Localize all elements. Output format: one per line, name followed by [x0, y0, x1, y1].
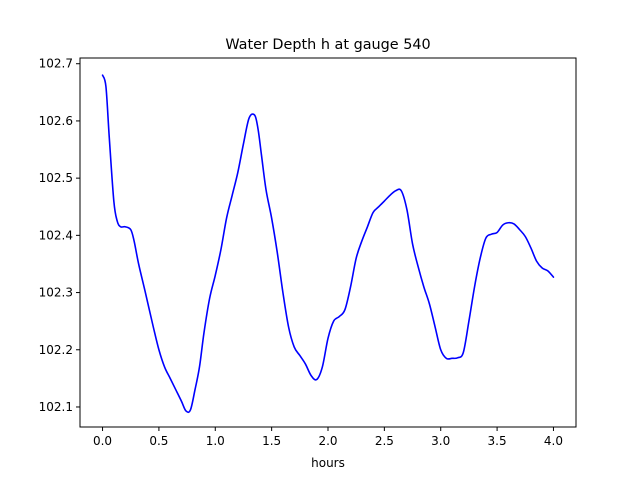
x-tick-label: 2.5: [375, 434, 394, 448]
y-tick-label: 102.2: [39, 343, 73, 357]
x-tick-label: 3.0: [431, 434, 450, 448]
y-tick-label: 102.5: [39, 171, 73, 185]
x-tick-label: 4.0: [544, 434, 563, 448]
x-tick-label: 3.5: [488, 434, 507, 448]
x-axis: 0.0 0.5 1.0 1.5 2.0 2.5 3.0 3.5 4.0: [93, 427, 563, 448]
x-tick-label: 2.0: [318, 434, 337, 448]
x-tick-label: 0.0: [93, 434, 112, 448]
chart-title: Water Depth h at gauge 540: [225, 37, 430, 53]
y-tick-label: 102.7: [39, 57, 73, 71]
x-tick-label: 0.5: [149, 434, 168, 448]
x-axis-label: hours: [311, 456, 345, 470]
y-tick-label: 102.3: [39, 286, 73, 300]
x-tick-label: 1.0: [206, 434, 225, 448]
y-tick-label: 102.4: [39, 228, 73, 242]
plot-area: [101, 74, 555, 414]
y-tick-label: 102.6: [39, 114, 73, 128]
series-line: [101, 74, 555, 414]
y-axis: 102.1 102.2 102.3 102.4 102.5 102.6 102.7: [39, 57, 80, 414]
x-tick-label: 1.5: [262, 434, 281, 448]
y-tick-label: 102.1: [39, 400, 73, 414]
